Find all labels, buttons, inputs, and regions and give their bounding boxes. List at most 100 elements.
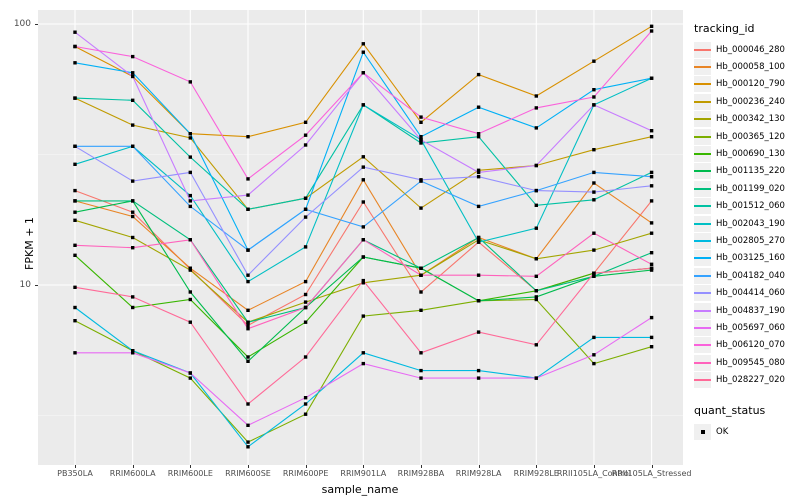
x-tick-label: RRIM600LA xyxy=(109,469,156,478)
data-point xyxy=(534,295,538,299)
x-tick-label: PB350LA xyxy=(57,469,93,478)
legend-key-swatch xyxy=(694,285,711,302)
legend-item-label: Hb_000690_130 xyxy=(716,149,785,160)
data-point xyxy=(592,190,596,194)
legend-item: Hb_000046_280 xyxy=(694,41,800,58)
x-tick-label: RRIM600LE xyxy=(167,469,213,478)
data-point xyxy=(476,235,481,240)
legend-key-swatch xyxy=(694,354,711,371)
data-point xyxy=(419,141,423,145)
legend-item: Hb_003125_160 xyxy=(694,250,800,267)
legend-item: Hb_004182_040 xyxy=(694,267,800,284)
x-tick-mark xyxy=(651,465,653,468)
legend-key-line xyxy=(694,344,711,347)
data-point xyxy=(534,257,538,261)
data-point xyxy=(188,297,192,302)
legend-key-line xyxy=(694,170,711,173)
data-point xyxy=(188,376,192,380)
data-point xyxy=(592,170,596,175)
data-point xyxy=(246,359,250,363)
data-point xyxy=(476,105,481,109)
data-point xyxy=(131,74,135,79)
data-point xyxy=(649,184,654,188)
data-point xyxy=(649,199,654,203)
data-point xyxy=(246,440,250,444)
data-point xyxy=(419,273,423,277)
legend-key-swatch xyxy=(694,372,711,389)
plot-panel xyxy=(38,10,683,465)
data-point xyxy=(419,178,423,182)
data-point xyxy=(303,215,308,219)
data-point xyxy=(188,80,192,84)
legend-item-label: Hb_009545_080 xyxy=(716,357,785,368)
data-point xyxy=(419,351,423,355)
legend-item-label: Hb_002043_190 xyxy=(716,218,785,229)
legend-key-swatch xyxy=(694,267,711,284)
legend-item: Hb_002805_270 xyxy=(694,232,800,249)
data-point xyxy=(73,305,77,310)
x-tick-mark xyxy=(420,465,422,468)
legend-key-line xyxy=(694,100,711,103)
data-point xyxy=(419,120,423,124)
data-point xyxy=(476,204,481,209)
legend-item: Hb_001135_220 xyxy=(694,163,800,180)
data-point xyxy=(246,423,250,427)
data-point xyxy=(592,59,596,63)
data-point xyxy=(131,351,135,355)
legend-item-label: Hb_000342_130 xyxy=(716,114,785,125)
data-point xyxy=(534,297,538,302)
y-tick-label: 10 xyxy=(19,280,31,290)
data-point xyxy=(246,279,250,284)
legend-items: Hb_000046_280 Hb_000058_100 Hb_000120_790 H… xyxy=(694,41,800,389)
legend-item: Hb_000058_100 xyxy=(694,58,800,76)
data-point xyxy=(246,193,250,197)
data-point xyxy=(534,106,538,110)
legend-key-line xyxy=(694,274,711,277)
data-point xyxy=(188,266,192,270)
data-point xyxy=(131,144,135,148)
data-point xyxy=(476,240,481,244)
data-point xyxy=(649,24,654,28)
legend-key-swatch xyxy=(694,180,711,197)
data-point xyxy=(419,266,423,270)
data-point xyxy=(188,193,192,198)
data-point xyxy=(649,135,654,139)
data-point xyxy=(131,98,135,102)
legend-item: Hb_006120_070 xyxy=(694,337,800,354)
data-point xyxy=(73,319,77,323)
data-point xyxy=(649,262,654,266)
data-point xyxy=(246,308,250,312)
data-point xyxy=(592,95,596,99)
legend-key-swatch xyxy=(694,76,711,93)
legend-quant-status: quant_status OK xyxy=(694,404,800,440)
data-point xyxy=(303,207,308,211)
data-point xyxy=(73,61,77,65)
data-point xyxy=(476,273,481,277)
data-point xyxy=(534,203,538,207)
data-point xyxy=(592,353,596,357)
data-point xyxy=(361,71,365,75)
x-tick-mark xyxy=(478,465,480,468)
data-point xyxy=(188,136,192,140)
x-tick-mark xyxy=(593,465,595,468)
plot-svg xyxy=(38,10,683,465)
legend-key-swatch xyxy=(694,232,711,249)
legend-key-swatch xyxy=(694,423,711,440)
data-point xyxy=(188,155,192,159)
data-point xyxy=(361,225,365,229)
legend-item: Hb_000120_790 xyxy=(694,76,800,93)
data-point xyxy=(592,148,596,152)
data-point xyxy=(188,371,192,375)
data-point xyxy=(73,243,77,247)
legend-key-swatch xyxy=(694,319,711,336)
data-point xyxy=(73,96,77,100)
data-point xyxy=(361,351,365,355)
data-point xyxy=(649,345,654,349)
legend-item-label: Hb_003125_160 xyxy=(716,253,785,264)
data-point xyxy=(361,281,365,285)
data-point xyxy=(73,188,77,193)
data-point xyxy=(303,292,308,297)
data-point xyxy=(131,235,135,240)
legend-key-line xyxy=(694,361,711,364)
